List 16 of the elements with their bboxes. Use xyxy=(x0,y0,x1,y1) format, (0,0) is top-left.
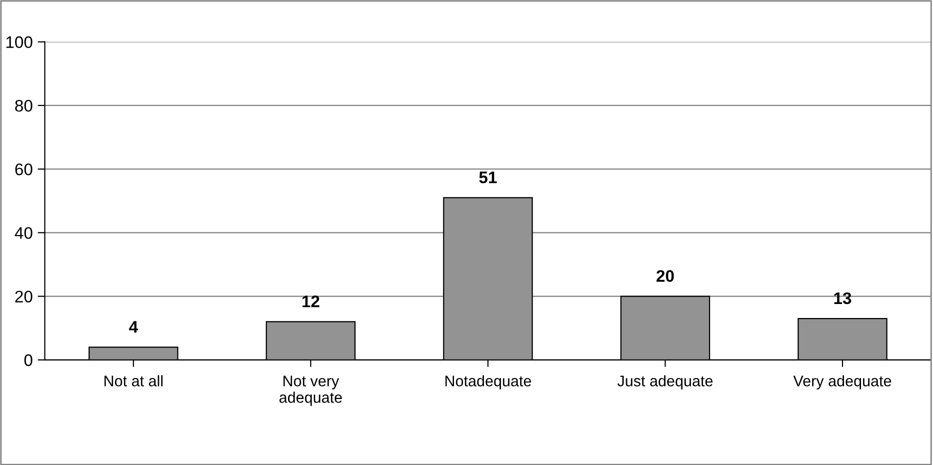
x-tick-label: Very adequate xyxy=(793,375,892,390)
y-tick-label: 0 xyxy=(24,354,32,366)
y-tick-label: 100 xyxy=(6,36,32,48)
data-label: 4 xyxy=(129,321,138,333)
x-tick-label: Notadequate xyxy=(445,375,532,390)
data-label: 20 xyxy=(656,270,674,282)
x-tick-label: Not very adequate xyxy=(279,376,342,406)
data-label: 51 xyxy=(479,172,497,184)
y-tick-label: 60 xyxy=(15,163,32,176)
y-tick-label: 20 xyxy=(15,290,32,302)
x-tick-label: Not at all xyxy=(104,375,163,386)
y-tick-label: 40 xyxy=(14,227,32,239)
y-tick-label: 80 xyxy=(15,100,32,112)
data-label: 12 xyxy=(302,296,320,308)
data-label: 13 xyxy=(834,292,852,304)
x-tick-label: Just adequate xyxy=(617,375,713,390)
